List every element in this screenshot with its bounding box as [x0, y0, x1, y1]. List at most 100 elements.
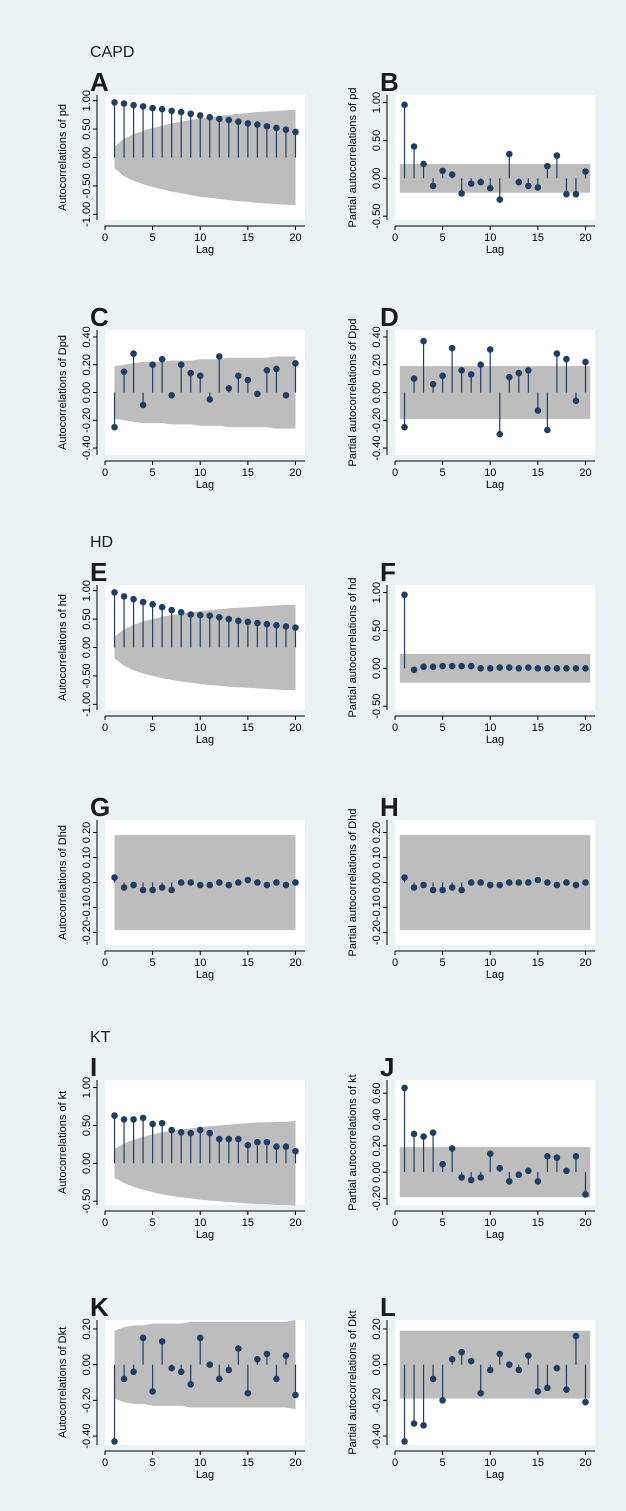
point-lag-11: [496, 881, 504, 889]
point-lag-12: [215, 353, 223, 360]
point-lag-12: [505, 879, 513, 886]
x-tick-label: 10: [194, 722, 206, 734]
point-lag-2: [410, 666, 418, 674]
point-lag-13: [515, 178, 523, 186]
point-lag-10: [486, 346, 494, 353]
point-lag-8: [177, 361, 185, 369]
y-tick-label: 0.20: [81, 1318, 93, 1339]
y-tick-label: 0.00: [81, 637, 93, 658]
point-lag-16: [544, 162, 551, 170]
point-lag-12: [215, 614, 223, 621]
x-tick-label: 0: [392, 1217, 398, 1229]
x-tick-label: 20: [579, 957, 591, 969]
x-tick-label: 10: [484, 1217, 496, 1229]
x-axis-title: Lag: [486, 479, 504, 491]
y-tick-label: -1.00: [81, 202, 93, 227]
point-lag-3: [130, 881, 137, 889]
point-lag-5: [149, 1388, 156, 1395]
x-tick-label: 0: [102, 232, 108, 244]
point-lag-6: [448, 662, 456, 670]
y-axis-title: Autocorrelations of kt: [57, 1091, 69, 1194]
point-lag-19: [572, 190, 580, 198]
point-lag-1: [401, 101, 408, 109]
confidence-band: [399, 163, 591, 193]
y-axis-title: Autocorrelations of pd: [57, 104, 69, 211]
y-tick-label: 0.50: [371, 620, 383, 641]
point-lag-20: [292, 1147, 299, 1155]
point-lag-6: [158, 1119, 166, 1127]
point-lag-13: [225, 881, 233, 889]
point-lag-16: [544, 665, 551, 672]
confidence-band: [399, 653, 591, 683]
point-lag-1: [111, 423, 118, 431]
y-axis-title: Partial autocorrelations of kt: [347, 1074, 359, 1210]
point-lag-17: [263, 620, 271, 628]
point-lag-3: [420, 160, 427, 168]
point-lag-20: [582, 168, 589, 175]
point-lag-10: [486, 881, 494, 889]
point-lag-13: [515, 665, 523, 672]
x-tick-label: 0: [392, 957, 398, 969]
point-lag-15: [244, 376, 252, 384]
point-lag-12: [505, 664, 513, 671]
x-tick-label: 10: [194, 467, 206, 479]
point-lag-3: [420, 663, 427, 671]
point-lag-5: [439, 167, 446, 175]
panel-letter: A: [90, 67, 109, 97]
x-tick-label: 20: [289, 1457, 301, 1469]
point-lag-19: [572, 665, 580, 672]
point-lag-14: [235, 1135, 242, 1143]
x-tick-label: 0: [102, 957, 108, 969]
point-lag-2: [120, 884, 128, 891]
point-lag-19: [282, 391, 290, 399]
y-tick-label: -1.00: [81, 692, 93, 717]
point-lag-4: [429, 1129, 437, 1136]
point-lag-12: [215, 1375, 223, 1383]
point-lag-7: [168, 1364, 175, 1372]
point-lag-4: [429, 886, 437, 894]
point-lag-3: [130, 1368, 137, 1376]
point-lag-17: [553, 350, 561, 357]
point-lag-15: [244, 1141, 252, 1149]
panel-k: -0.40 -0.20 0.00 0.20 0 5 10 15 20 Lag Autocorrela…: [57, 1292, 305, 1481]
point-lag-16: [254, 619, 261, 627]
point-lag-16: [254, 1355, 261, 1363]
point-lag-1: [111, 874, 118, 881]
point-lag-9: [187, 1380, 195, 1388]
point-lag-19: [282, 1352, 290, 1360]
panel-l: -0.40 -0.20 0.00 0.20 0 5 10 15 20 Lag Partial aut…: [347, 1292, 595, 1481]
point-lag-6: [158, 1338, 166, 1345]
point-lag-4: [139, 598, 147, 606]
x-tick-label: 15: [532, 722, 544, 734]
group-title: KT: [90, 1029, 111, 1046]
point-lag-1: [111, 1112, 118, 1119]
y-axis-title: Partial autocorrelations of Dhd: [347, 809, 359, 957]
point-lag-4: [429, 182, 437, 190]
x-axis-title: Lag: [486, 244, 504, 256]
point-lag-16: [544, 426, 551, 434]
panel-d: -0.40 -0.20 0.00 0.20 0.40 0 5 10 15 20 Lag Partial…: [347, 302, 595, 491]
point-lag-9: [477, 1389, 485, 1397]
point-lag-14: [235, 372, 242, 380]
point-lag-12: [505, 373, 513, 381]
point-lag-5: [439, 662, 446, 670]
point-lag-16: [544, 879, 551, 886]
point-lag-6: [448, 884, 456, 891]
y-tick-label: -0.20: [81, 920, 93, 945]
point-lag-18: [563, 665, 570, 672]
point-lag-1: [401, 591, 408, 599]
plot-area: [395, 585, 595, 710]
point-lag-12: [215, 879, 223, 886]
point-lag-10: [196, 112, 204, 119]
y-tick-label: 1.00: [81, 1077, 93, 1098]
x-tick-label: 20: [289, 722, 301, 734]
y-tick-label: 0.10: [81, 847, 93, 868]
point-lag-8: [177, 1128, 185, 1136]
point-lag-19: [282, 881, 290, 889]
point-lag-17: [553, 1364, 561, 1372]
x-tick-label: 20: [289, 957, 301, 969]
point-lag-5: [439, 372, 446, 380]
point-lag-7: [458, 1348, 465, 1356]
x-tick-label: 5: [440, 1457, 446, 1469]
